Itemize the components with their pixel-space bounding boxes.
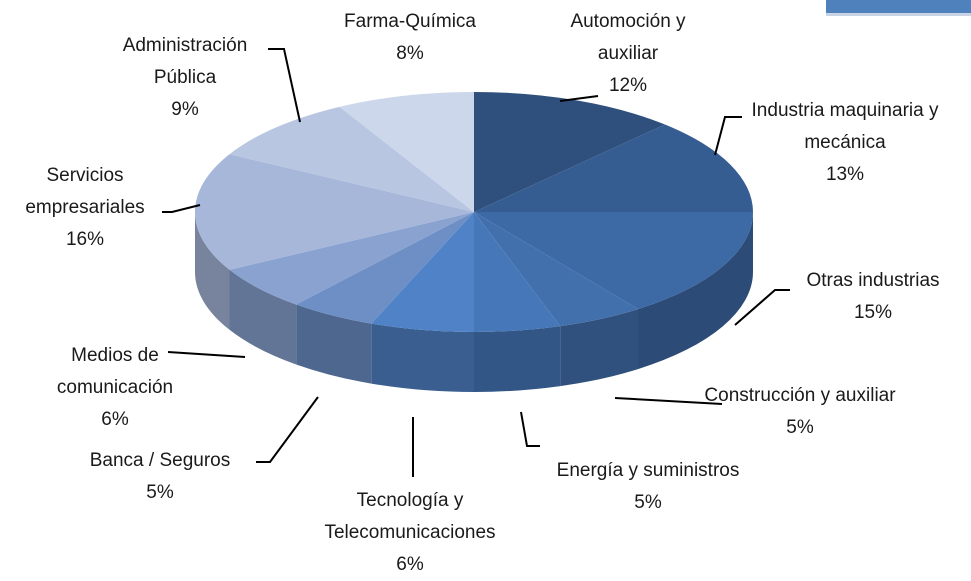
slice-top	[474, 212, 753, 310]
slice-name: Farma-Química	[344, 11, 476, 32]
slice	[474, 124, 753, 212]
slice-value: 8%	[396, 43, 424, 64]
slice	[195, 154, 474, 330]
leader-line	[714, 116, 742, 156]
slice-top	[229, 106, 474, 212]
slice-name: Servicios empresariales	[25, 165, 145, 218]
leader-line	[614, 397, 723, 405]
slice	[474, 212, 638, 387]
leader-line	[256, 396, 319, 463]
slice-name: Otras industrias	[806, 270, 940, 291]
slice	[339, 92, 474, 212]
leader-line	[520, 411, 540, 447]
slice-label: Farma-Química 8%	[320, 6, 500, 70]
slice-name: Banca / Seguros	[89, 450, 231, 471]
slice-top	[474, 92, 665, 212]
slice-top	[474, 212, 638, 327]
slice	[474, 212, 753, 370]
slice-top	[195, 154, 474, 270]
slice-label: Construcción y auxiliar 5%	[700, 380, 900, 444]
leader-line	[167, 351, 246, 358]
slice	[229, 106, 474, 212]
slice-value: 6%	[101, 409, 129, 430]
slice-value: 9%	[171, 99, 199, 120]
leader-line	[734, 289, 790, 326]
slice-name: Energía y suministros	[556, 460, 740, 481]
slice-top	[296, 212, 474, 324]
slice-label: Industria maquinaria y mecánica 13%	[720, 95, 970, 191]
slice-side	[371, 323, 474, 392]
slice-name: Tecnología y Telecomunicaciones	[324, 490, 496, 543]
slice-side	[637, 212, 753, 370]
slice-side	[296, 304, 372, 384]
slice	[371, 212, 474, 392]
leader-line	[559, 95, 599, 102]
slice-label: Automoción y auxiliar 12%	[538, 6, 718, 102]
slice	[229, 212, 474, 365]
corner-fragment	[826, 0, 971, 13]
slice-value: 13%	[825, 164, 865, 185]
slice-name: Medios de comunicación	[56, 345, 174, 398]
slice	[474, 212, 561, 392]
slice	[474, 92, 665, 212]
leader-line	[162, 204, 201, 213]
slice-side	[195, 212, 230, 330]
slice-label: Administración Pública 9%	[100, 30, 270, 126]
slice-value: 12%	[608, 75, 648, 96]
slice-value: 15%	[853, 302, 893, 323]
slice-side	[560, 309, 638, 387]
slice-label: Servicios empresariales 16%	[0, 160, 170, 256]
slice-side	[474, 326, 561, 392]
slice-top	[371, 212, 474, 332]
slice	[296, 212, 474, 384]
slice-value: 5%	[146, 482, 174, 503]
slice-value: 6%	[396, 554, 424, 575]
slice-label: Otras industrias 15%	[778, 265, 968, 329]
slice-name: Automoción y auxiliar	[570, 11, 686, 64]
slice-name: Administración Pública	[122, 35, 248, 88]
slice-label: Energía y suministros 5%	[528, 455, 768, 519]
slice-label: Banca / Seguros 5%	[60, 445, 260, 509]
corner-fragment	[826, 13, 971, 16]
slice-value: 5%	[786, 417, 814, 438]
slice-value: 16%	[65, 229, 105, 250]
slice-top	[474, 124, 753, 212]
slice-top	[339, 92, 474, 212]
slice-top	[229, 212, 474, 305]
slice-name: Industria maquinaria y mecánica	[751, 100, 939, 153]
slice-label: Tecnología y Telecomunicaciones 6%	[295, 485, 525, 581]
slice-label: Medios de comunicación 6%	[30, 340, 200, 436]
pie-canvas	[162, 0, 971, 477]
slice-value: 5%	[634, 492, 662, 513]
slice-name: Construcción y auxiliar	[704, 385, 896, 406]
slice-top	[474, 212, 561, 332]
slice-side	[229, 269, 297, 365]
leader-line	[268, 48, 301, 123]
